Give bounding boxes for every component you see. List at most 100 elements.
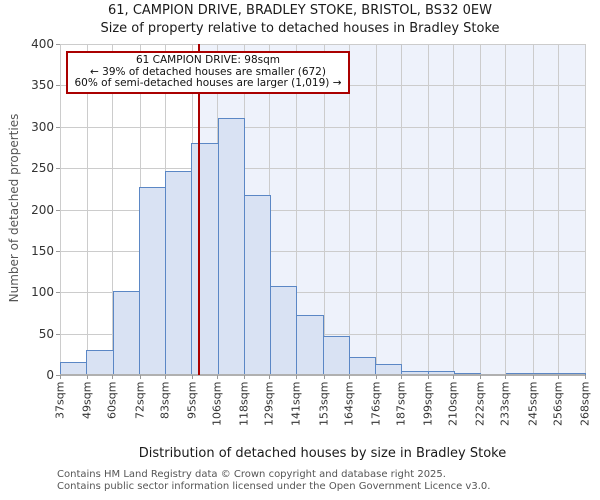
y-tick-label: 350 bbox=[31, 78, 54, 93]
grid-line-vertical bbox=[375, 44, 377, 375]
x-axis-line bbox=[60, 374, 585, 376]
x-tick-label: 129sqm bbox=[262, 381, 276, 426]
x-tick-label: 37sqm bbox=[53, 381, 67, 419]
x-tick-label: 118sqm bbox=[237, 381, 251, 426]
grid-line-vertical bbox=[557, 44, 559, 375]
chart-title: 61, CAMPION DRIVE, BRADLEY STOKE, BRISTO… bbox=[108, 3, 492, 18]
x-tick-label: 83sqm bbox=[158, 381, 172, 419]
histogram-bar bbox=[86, 350, 114, 375]
x-axis-tick bbox=[139, 375, 141, 379]
annotation-box: 61 CAMPION DRIVE: 98sqm ← 39% of detache… bbox=[66, 51, 350, 94]
x-axis-tick bbox=[348, 375, 350, 379]
grid-line-vertical bbox=[296, 44, 298, 375]
y-tick-label: 100 bbox=[31, 285, 54, 300]
y-tick-label: 200 bbox=[31, 202, 54, 217]
x-tick-label: 106sqm bbox=[210, 381, 224, 426]
y-tick-label: 150 bbox=[31, 243, 54, 258]
y-tick-label: 250 bbox=[31, 161, 54, 176]
x-axis-tick bbox=[164, 375, 166, 379]
grid-line-vertical bbox=[585, 44, 586, 375]
x-axis-tick bbox=[112, 375, 114, 379]
x-tick-label: 141sqm bbox=[289, 381, 303, 426]
grid-line-horizontal bbox=[60, 250, 585, 252]
plot-area bbox=[60, 44, 586, 376]
x-axis-tick bbox=[216, 375, 218, 379]
x-axis-tick bbox=[191, 375, 193, 379]
x-tick-label: 233sqm bbox=[498, 381, 512, 426]
x-tick-label: 256sqm bbox=[551, 381, 565, 426]
x-tick-label: 187sqm bbox=[394, 381, 408, 426]
histogram-bar bbox=[218, 118, 245, 375]
grid-line-vertical bbox=[505, 44, 507, 375]
x-tick-label: 210sqm bbox=[446, 381, 460, 426]
histogram-bar bbox=[244, 195, 271, 375]
footer-line-2: Contains public sector information licen… bbox=[57, 480, 491, 492]
annotation-larger-line: 60% of semi-detached houses are larger (… bbox=[74, 77, 342, 89]
y-axis-tick bbox=[56, 250, 60, 252]
grid-line-vertical bbox=[428, 44, 430, 375]
y-axis-tick bbox=[56, 85, 60, 87]
footer-attribution: Contains HM Land Registry data © Crown c… bbox=[57, 469, 490, 492]
grid-line-vertical bbox=[532, 44, 534, 375]
histogram-bar bbox=[113, 291, 140, 375]
x-axis-tick bbox=[296, 375, 298, 379]
grid-line-horizontal bbox=[60, 126, 585, 128]
x-tick-label: 245sqm bbox=[526, 381, 540, 426]
y-axis-tick bbox=[56, 44, 60, 45]
x-axis-tick bbox=[505, 375, 507, 379]
x-axis-tick bbox=[400, 375, 402, 379]
y-axis-tick bbox=[56, 209, 60, 211]
grid-line-vertical bbox=[112, 44, 114, 375]
y-axis-tick bbox=[56, 168, 60, 170]
x-tick-label: 176sqm bbox=[369, 381, 383, 426]
grid-line-vertical bbox=[400, 44, 402, 375]
x-tick-label: 164sqm bbox=[342, 381, 356, 426]
y-tick-label: 0 bbox=[46, 368, 54, 382]
x-axis-tick bbox=[87, 375, 89, 379]
chart-subtitle: Size of property relative to detached ho… bbox=[100, 21, 500, 36]
grid-line-vertical bbox=[60, 44, 61, 375]
histogram-bar bbox=[349, 357, 376, 375]
histogram-bar bbox=[296, 315, 324, 375]
x-axis-tick bbox=[532, 375, 534, 379]
x-tick-label: 60sqm bbox=[105, 381, 119, 419]
x-axis-tick bbox=[244, 375, 246, 379]
grid-line-horizontal bbox=[60, 292, 585, 294]
histogram-bar bbox=[139, 187, 166, 375]
x-axis-tick bbox=[453, 375, 455, 379]
x-tick-label: 95sqm bbox=[185, 381, 199, 419]
x-axis-tick bbox=[585, 375, 586, 379]
x-tick-label: 268sqm bbox=[578, 381, 592, 426]
x-tick-label: 72sqm bbox=[133, 381, 147, 419]
grid-line-vertical bbox=[87, 44, 89, 375]
property-marker-line bbox=[197, 44, 200, 375]
grid-line-horizontal bbox=[60, 209, 585, 211]
x-tick-label: 153sqm bbox=[317, 381, 331, 426]
histogram-bar bbox=[165, 171, 192, 375]
y-axis-tick bbox=[56, 292, 60, 294]
histogram-bar bbox=[323, 336, 350, 375]
x-tick-label: 199sqm bbox=[421, 381, 435, 426]
x-tick-label: 49sqm bbox=[80, 381, 94, 419]
grid-line-vertical bbox=[348, 44, 350, 375]
grid-line-vertical bbox=[480, 44, 482, 375]
y-tick-label: 300 bbox=[31, 119, 54, 134]
y-axis-tick bbox=[56, 126, 60, 128]
x-axis-tick bbox=[557, 375, 559, 379]
grid-line-horizontal bbox=[60, 168, 585, 170]
annotation-property-line: 61 CAMPION DRIVE: 98sqm bbox=[135, 54, 281, 66]
grid-line-vertical bbox=[453, 44, 455, 375]
annotation-smaller-line: ← 39% of detached houses are smaller (67… bbox=[90, 65, 326, 78]
x-axis-tick bbox=[375, 375, 377, 379]
x-axis-tick bbox=[323, 375, 325, 379]
y-tick-label: 400 bbox=[31, 37, 54, 51]
y-axis-tick bbox=[56, 375, 60, 376]
x-tick-label: 222sqm bbox=[473, 381, 487, 426]
x-axis-tick bbox=[269, 375, 271, 379]
histogram-bar bbox=[270, 286, 297, 375]
x-axis-title: Distribution of detached houses by size … bbox=[138, 446, 507, 461]
x-axis-tick bbox=[480, 375, 482, 379]
x-axis-tick bbox=[60, 375, 61, 379]
y-tick-label: 50 bbox=[38, 326, 54, 341]
